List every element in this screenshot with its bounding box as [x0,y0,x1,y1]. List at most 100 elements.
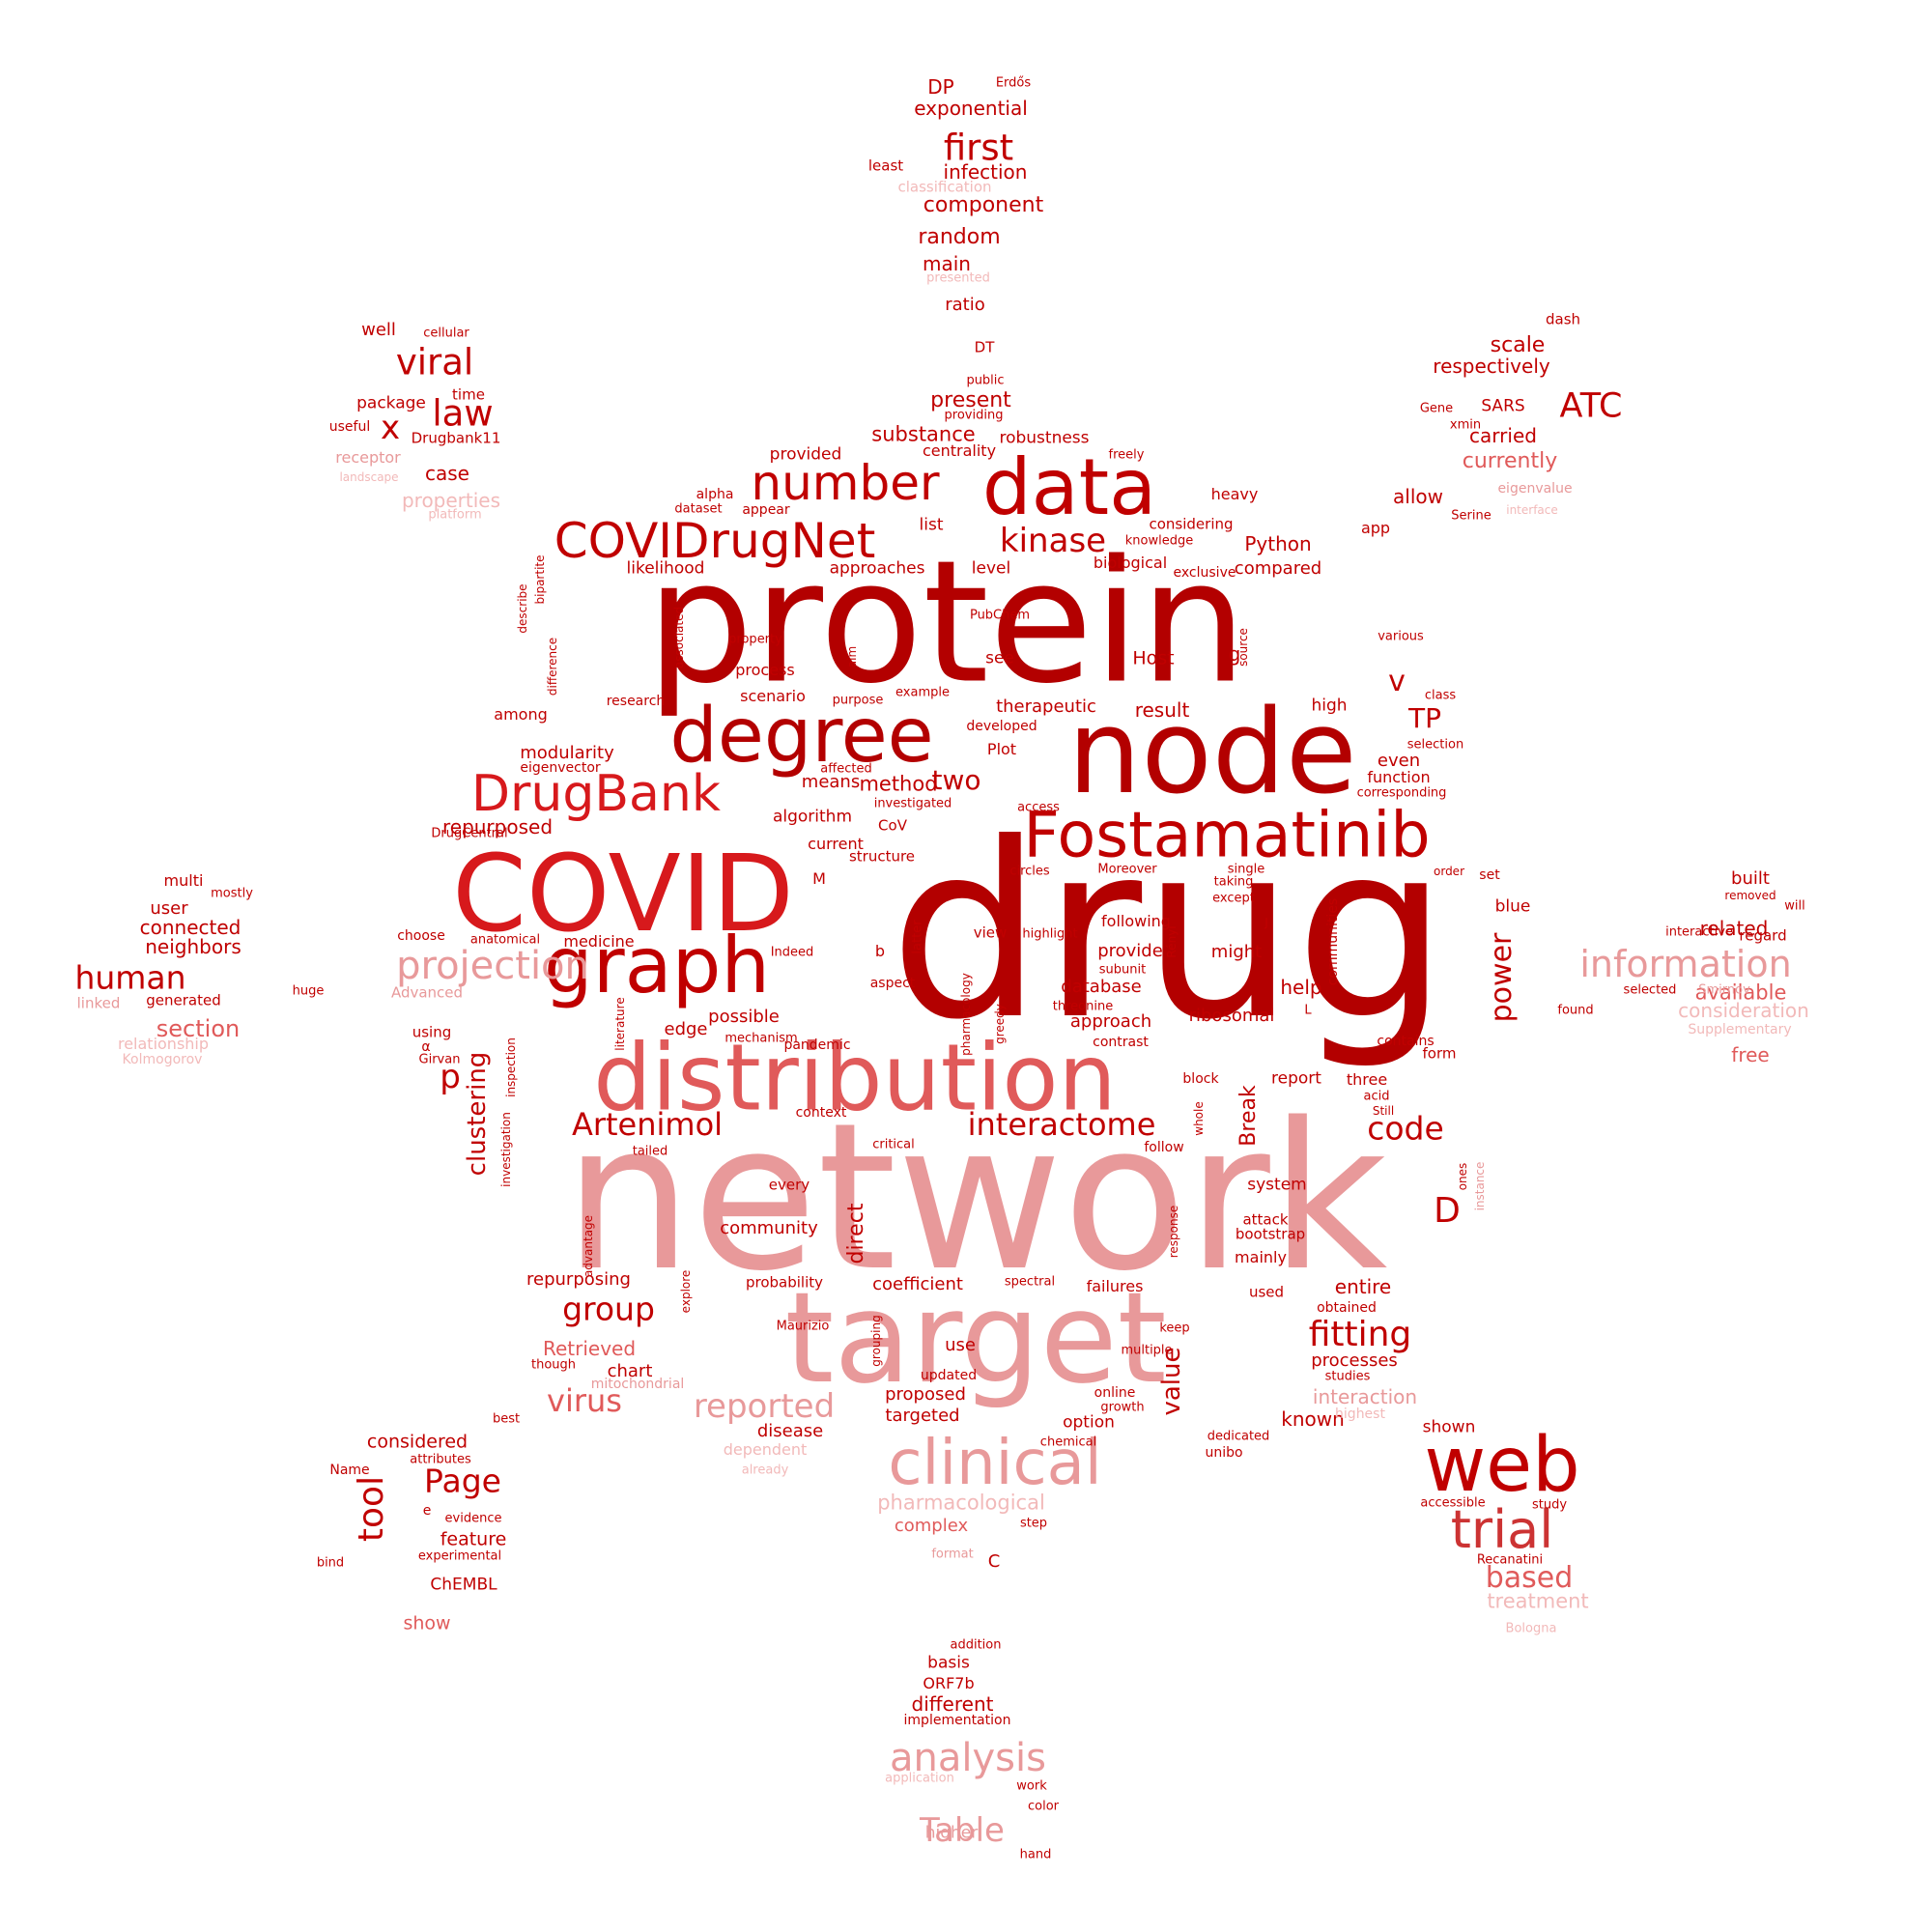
word-219: mitochondrial [590,1377,685,1392]
word-240: unibo [1205,1445,1243,1461]
word-185: ribosomal [1188,1006,1275,1026]
word-166: generated [146,991,221,1009]
word-230: highest [1335,1406,1385,1422]
word-56: main [923,252,971,275]
word-299: ones [1456,1162,1469,1191]
word-146: multi [163,871,204,890]
word-257: show [403,1612,451,1634]
word-73: considering [1149,515,1234,533]
word-197: tailed [632,1144,668,1159]
word-222: studies [1324,1369,1371,1384]
word-59: DT [974,338,995,356]
word-178: using [412,1023,452,1041]
word-113: scenario [740,687,806,705]
word-160: subunit [1098,962,1147,978]
word-145: M [812,869,826,888]
word-205: probability [745,1273,824,1292]
word-4: target [784,1264,1167,1411]
word-169: aspect [869,976,916,991]
word-233: chemical [1039,1435,1097,1450]
word-252: format [931,1547,974,1562]
word-133: investigated [873,796,952,811]
word-79: exclusive [1173,565,1236,581]
word-16: projection [396,944,589,988]
word-106: PubChem [969,608,1031,623]
word-214: Retrieved [542,1337,637,1360]
word-144: order [1434,865,1464,878]
word-188: Girvan [418,1052,461,1067]
word-199: system [1247,1175,1307,1195]
word-122: developed [966,719,1037,734]
word-132: means [801,772,861,792]
word-39: p [440,1058,461,1096]
word-80: Python [1244,532,1312,555]
word-114: research [606,694,666,709]
word-74: knowledge [1124,533,1194,549]
word-303: explore [679,1269,693,1314]
word-25: Artenimol [571,1106,724,1143]
word-141: circles [1009,864,1050,879]
word-213: keep [1159,1321,1190,1336]
word-210: entire [1334,1275,1392,1298]
word-227: targeted [885,1406,960,1426]
word-64: robustness [999,428,1090,448]
word-265: work [1016,1778,1047,1794]
word-271: will [1784,898,1805,914]
word-263: implementation [903,1713,1011,1728]
word-81: compared [1234,558,1322,579]
word-111: g [1228,642,1241,666]
word-226: proposed [885,1384,966,1405]
word-181: edge [664,1019,708,1039]
word-251: bind [316,1555,345,1571]
word-255: Recanatini [1476,1552,1544,1568]
word-134: access [1017,800,1060,815]
word-60: public [966,373,1005,388]
word-55: random [918,225,1001,249]
word-36: TP [1408,702,1441,734]
word-207: spectral [1004,1274,1056,1290]
word-151: choose [397,928,445,944]
word-54: component [923,193,1044,217]
word-280: consideration [1678,999,1809,1022]
word-288: aim [845,645,859,668]
word-171: threonine [1052,999,1114,1014]
word-177: Kolmogorov [122,1052,203,1067]
word-19: first [943,127,1014,169]
word-224: online [1094,1385,1136,1401]
word-281: Supplementary [1688,1022,1792,1037]
word-218: chart [607,1361,653,1381]
word-154: view [973,923,1008,942]
word-88: Drugbank11 [411,429,501,447]
word-126: affected [820,761,872,777]
word-92: properties [401,489,501,512]
word-215: use [945,1335,976,1355]
word-23: kinase [999,522,1107,560]
word-9: graph [543,921,771,1010]
word-12: clinical [888,1428,1102,1499]
word-283: set [1479,867,1500,883]
word-149: connected [139,916,242,939]
word-246: study [1531,1497,1568,1513]
word-102: allow [1393,485,1443,508]
word-112: various [1378,629,1424,644]
word-15: number [751,455,940,511]
word-150: neighbors [145,935,242,958]
word-61: providing [944,408,1004,423]
word-157: except [1212,891,1255,906]
word-127: Plot [986,740,1017,758]
word-125: eigenvector [520,760,601,776]
word-194: context [795,1105,847,1121]
word-43: power [1485,932,1519,1023]
word-234: dedicated [1207,1429,1270,1444]
word-237: attributes [410,1452,471,1467]
word-117: therapeutic [996,696,1096,717]
word-57: presented [926,270,990,286]
word-291: pharmacology [959,973,973,1056]
word-86: package [356,393,426,413]
word-241: Name [329,1463,370,1478]
word-196: follow [1144,1140,1184,1155]
word-249: complex [894,1516,969,1536]
word-147: mostly [211,886,253,901]
word-14: COVIDrugNet [554,513,876,569]
word-103: eigenvalue [1497,481,1573,497]
